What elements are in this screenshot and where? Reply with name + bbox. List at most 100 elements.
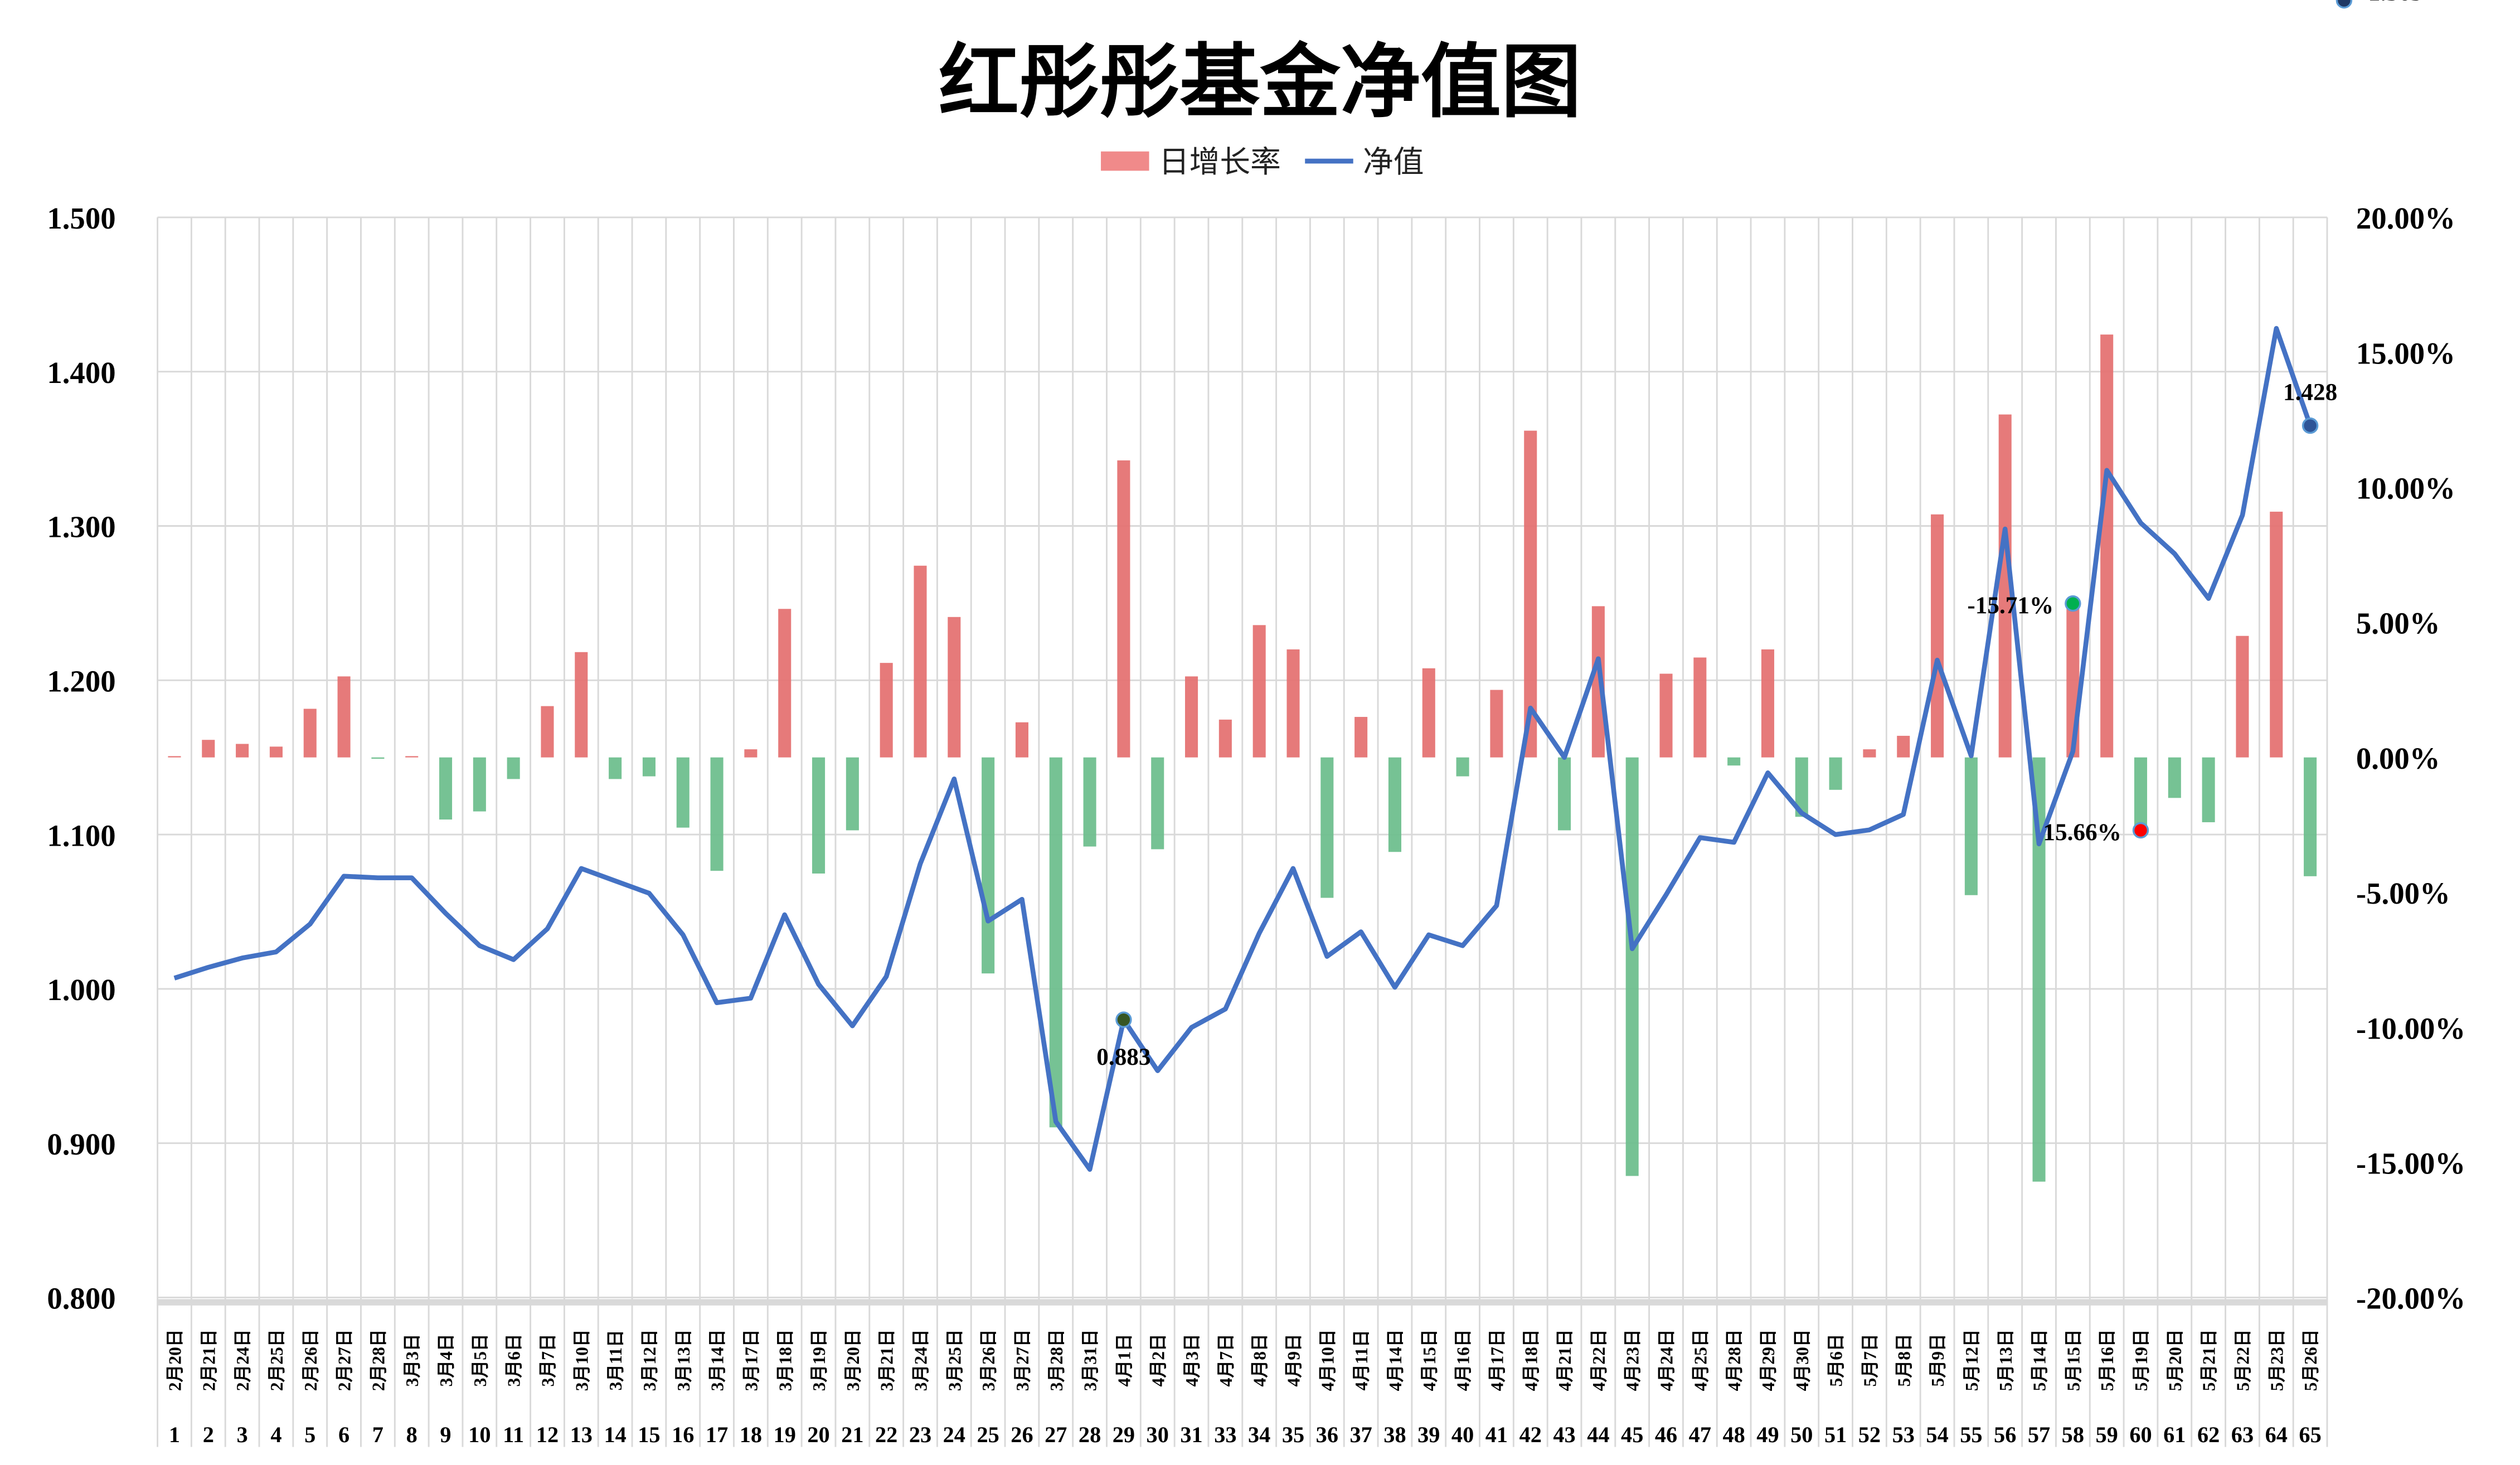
x-index-label: 29 [1113,1422,1135,1447]
growth-bar [1795,757,1808,817]
x-index-label: 60 [2129,1422,2152,1447]
growth-bar [371,757,385,759]
x-date-label: 3月21日 [877,1329,897,1391]
x-date-label: 4月23日 [1623,1329,1643,1391]
right-tick-label: -15.00% [2356,1146,2465,1180]
left-axis: 0.800 0.900 1.000 1.100 1.200 1.300 1.400 1.500 [47,201,115,1316]
x-date-label: 3月24日 [911,1329,931,1391]
x-index-label: 45 [1621,1422,1643,1447]
legend-bar-swatch [1101,151,1149,171]
x-date-label: 4月7日 [1216,1333,1236,1386]
annotation-label: 1.365 [2368,0,2422,6]
x-date-label: 3月11日 [606,1330,625,1390]
x-date-label: 5月7日 [1860,1333,1880,1386]
annotation-label: 0.883 [1096,1044,1150,1070]
x-date-label: 4月16日 [1454,1329,1473,1391]
x-date-label: 3月17日 [741,1329,761,1391]
right-axis: -20.00% -15.00% -10.00% -5.00% 0.00% 5.00% 10.… [2356,201,2465,1316]
x-date-label: 5月16日 [2097,1329,2117,1391]
left-tick-label: 1.000 [47,973,115,1007]
growth-bar [948,617,961,758]
annotation-marker [2065,595,2081,612]
x-date-label: 2月20日 [166,1329,185,1391]
right-tick-label: -20.00% [2356,1282,2465,1316]
x-index-label: 11 [503,1422,524,1447]
growth-bar [1524,430,1537,758]
x-date-label: 4月18日 [1521,1329,1541,1391]
x-date-label: 4月9日 [1284,1333,1304,1386]
growth-bar [1354,717,1368,758]
growth-bar [1049,757,1062,1128]
x-date-label: 2月27日 [335,1329,355,1391]
x-date-label: 3月19日 [809,1329,829,1391]
growth-bar [541,706,554,758]
x-date-label: 3月3日 [402,1333,422,1386]
x-index-label: 46 [1655,1422,1677,1447]
x-date-label: 4月3日 [1182,1333,1202,1386]
x-index-label: 48 [1722,1422,1745,1447]
x-date-label: 2月28日 [368,1329,388,1391]
x-index-label: 56 [1994,1422,2016,1447]
x-index-label: 8 [406,1422,417,1447]
x-index-label: 12 [536,1422,559,1447]
x-date-label: 4月29日 [1759,1329,1778,1391]
x-index-label: 49 [1756,1422,1779,1447]
x-index-label: 31 [1180,1422,1202,1447]
x-date-label: 3月10日 [572,1329,591,1391]
growth-bar [575,652,588,758]
x-date-label: 5月26日 [2301,1329,2320,1391]
x-index-label: 61 [2163,1422,2186,1447]
left-tick-label: 1.200 [47,664,115,698]
x-date-label: 4月24日 [1657,1329,1677,1391]
left-tick-label: 1.400 [47,356,115,390]
growth-bar [1761,649,1775,758]
x-date-label: 5月23日 [2267,1329,2286,1391]
x-index-label: 43 [1553,1422,1575,1447]
x-date-label: 4月2日 [1148,1333,1168,1386]
x-date-label: 3月20日 [843,1329,863,1391]
x-index-label: 38 [1383,1422,1406,1447]
growth-bar [1863,749,1876,758]
x-index-label: 47 [1689,1422,1711,1447]
growth-bar [1693,657,1707,758]
x-index-label: 5 [304,1422,315,1447]
gridlines [157,216,2328,1447]
annotation-label: 1.428 [2283,379,2337,405]
growth-bar [846,757,859,831]
x-date-label: 3月7日 [538,1333,558,1386]
right-tick-label: 15.00% [2356,336,2455,370]
x-date-label: 3月31日 [1081,1329,1100,1391]
annotation-marker [2132,822,2149,839]
x-index-label: 20 [807,1422,829,1447]
x-date-label: 2月25日 [267,1329,287,1391]
x-index-label: 52 [1858,1422,1881,1447]
x-date-label: 4月30日 [1793,1329,1812,1391]
growth-bar [2202,757,2215,822]
growth-bar [1151,757,1164,850]
growth-bar [1388,757,1402,852]
x-index-label: 3 [237,1422,248,1447]
x-date-label: 3月18日 [775,1329,795,1391]
growth-bar [1964,757,1978,895]
growth-bar [1490,690,1503,758]
x-index-label: 17 [706,1422,728,1447]
x-date-label: 5月15日 [2063,1329,2083,1391]
growth-bar [405,756,419,758]
x-date-label: 5月21日 [2199,1329,2219,1391]
x-index-label: 4 [270,1422,281,1447]
x-date-label: 5月12日 [1962,1329,1982,1391]
growth-bar [609,757,622,779]
x-index-label: 1 [169,1422,180,1447]
right-tick-label: 10.00% [2356,471,2455,505]
annotation-label: -15.71% [1967,592,2053,619]
x-date-label: 3月12日 [640,1329,659,1391]
x-index-label: 62 [2197,1422,2220,1447]
left-tick-label: 1.500 [47,201,115,235]
x-date-label: 4月11日 [1352,1330,1371,1390]
x-index-label: 26 [1011,1422,1033,1447]
x-index-label: 59 [2095,1422,2118,1447]
growth-bar [1591,606,1605,758]
growth-bar [2134,757,2148,831]
x-index-label: 6 [338,1422,349,1447]
